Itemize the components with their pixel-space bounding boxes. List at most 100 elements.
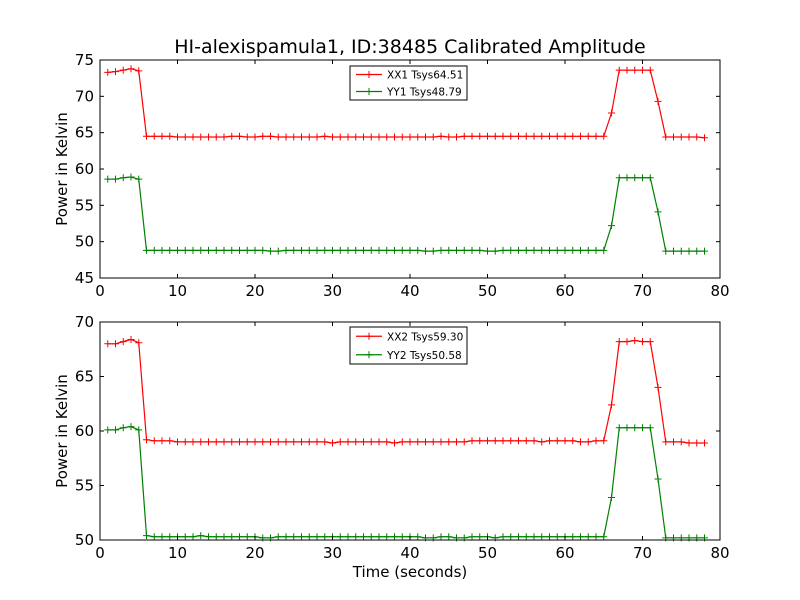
data-point [631,424,639,432]
x-tick-label: 50 [478,544,497,562]
legend-swatch-marker [365,71,373,78]
x-tick-label: 30 [323,282,342,300]
data-point [577,533,584,541]
data-point [329,439,336,447]
data-point [639,66,646,74]
data-point [274,438,282,446]
legend: XX1 Tsys64.51 YY1 Tsys48.79 [349,65,468,101]
data-point [476,132,484,140]
data-point [592,132,600,140]
data-point [259,438,267,446]
y-tick-label: 45 [75,269,94,287]
data-point [631,174,639,182]
data-point [553,246,561,254]
data-point [522,533,530,541]
data-point [375,533,383,541]
data-point [251,438,259,446]
y-tick-label: 50 [75,233,94,251]
data-point [329,246,336,254]
data-point [220,438,228,446]
legend-entry: YY1 Tsys48.79 [356,87,462,99]
data-point [243,533,251,541]
data-point [236,132,243,140]
data-point [135,67,143,75]
data-point [445,533,453,541]
data-point [592,533,600,541]
data-point [104,68,112,76]
legend-label: XX2 Tsys59.30 [387,331,463,343]
data-point [515,132,522,140]
data-point [228,246,236,254]
data-point [228,533,236,541]
data-point [305,133,313,141]
data-point [631,337,639,345]
data-point [530,437,538,445]
data-point [484,132,491,140]
data-point [476,437,484,445]
data-point [453,246,460,254]
data-point [422,133,429,141]
data-point [646,338,654,346]
data-point [135,426,143,434]
data-point [298,438,305,446]
data-point [212,438,220,446]
data-point [251,133,259,141]
data-point [305,438,313,446]
data-point [499,246,507,254]
data-point [391,533,398,541]
data-point [522,132,530,140]
data-point [127,173,135,181]
x-tick-label: 40 [400,544,419,562]
data-point [608,493,615,501]
data-point [259,246,267,254]
data-point [414,533,422,541]
data-point [375,133,383,141]
data-point [274,133,282,141]
data-point [127,423,135,431]
data-point [600,246,608,254]
data-point [274,533,282,541]
data-point [654,383,662,391]
x-tick-label: 20 [245,544,264,562]
data-point [429,133,437,141]
data-point [267,438,274,446]
y-tick-label: 55 [75,477,94,495]
data-point [615,424,623,432]
chart-title: HI-alexispamula1, ID:38485 Calibrated Am… [174,36,646,58]
data-point [460,246,468,254]
data-point [639,424,646,432]
data-point [677,438,685,446]
data-point [174,133,181,141]
data-point [577,438,584,446]
data-point [305,246,313,254]
data-point [344,438,352,446]
data-point [290,246,298,254]
data-point [197,532,205,540]
data-point [290,133,298,141]
data-point [158,533,166,541]
data-point [391,133,398,141]
data-point [701,247,708,255]
data-point [112,175,119,183]
data-point [685,247,693,255]
data-point [383,246,391,254]
data-point [538,132,546,140]
data-point [460,438,468,446]
data-point [267,132,274,140]
y-axis-label: Power in Kelvin [53,374,71,488]
data-point [112,340,119,348]
data-point [212,246,220,254]
data-point [677,247,685,255]
data-point [367,246,375,254]
data-point [553,533,561,541]
data-point [646,66,654,74]
data-point [484,437,491,445]
data-point [127,335,135,343]
data-point [220,533,228,541]
data-point [639,174,646,182]
data-point [476,246,484,254]
x-tick-label: 10 [168,544,187,562]
legend-swatch-marker [365,88,373,95]
data-point [282,438,290,446]
data-point [383,438,391,446]
